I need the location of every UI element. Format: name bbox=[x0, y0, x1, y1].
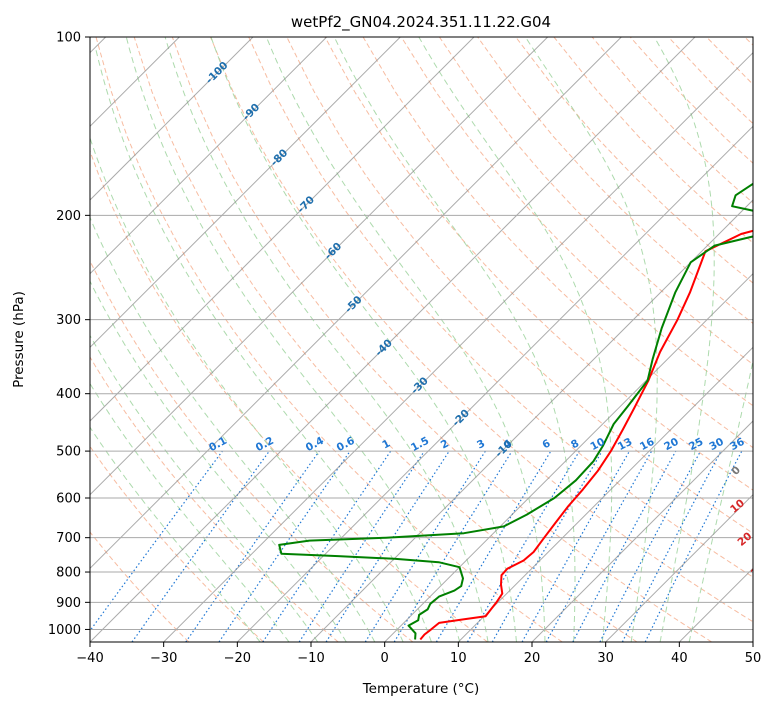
moist-adiabat-line bbox=[418, 37, 613, 642]
dry-adiabat-line bbox=[95, 37, 563, 642]
dry-adiabat-line bbox=[438, 37, 753, 366]
mixing-ratio-line bbox=[572, 450, 677, 642]
mixing-ratio-line bbox=[185, 450, 320, 642]
dry-adiabat-line bbox=[90, 531, 190, 642]
dry-adiabat-line bbox=[90, 149, 488, 642]
dry-adiabat-line bbox=[400, 37, 753, 407]
moist-adiabat-line bbox=[164, 37, 489, 642]
x-tick-label: 50 bbox=[745, 651, 762, 666]
isotherm-line bbox=[310, 199, 753, 642]
mixing-ratio-line bbox=[90, 450, 223, 632]
moist-adiabat-line bbox=[524, 37, 658, 642]
mixing-ratio-line bbox=[545, 450, 653, 642]
x-tick-label: −30 bbox=[150, 651, 177, 666]
isotherm-line bbox=[236, 125, 753, 642]
temperature-profile-line bbox=[419, 229, 753, 641]
y-tick-label: 200 bbox=[56, 209, 81, 224]
y-tick-label: 100 bbox=[56, 31, 81, 46]
x-tick-label: 20 bbox=[524, 651, 541, 666]
dry-adiabat-label: 20 bbox=[736, 530, 755, 549]
mixing-ratio-line bbox=[393, 450, 513, 642]
mixing-ratio-line bbox=[262, 450, 392, 642]
isotherm-line bbox=[384, 272, 753, 642]
isotherm-line bbox=[457, 346, 753, 642]
x-axis-ticks: −40 −30 −20 −10 0 10 20 30 40 50 bbox=[76, 642, 761, 666]
x-tick-label: −10 bbox=[297, 651, 324, 666]
isotherm-line bbox=[90, 37, 328, 275]
isotherm-line bbox=[163, 51, 753, 642]
isotherm-line bbox=[531, 420, 753, 642]
dewpoint-profile-line bbox=[278, 182, 753, 640]
moist-adiabat-line bbox=[125, 37, 461, 642]
x-tick-label: 40 bbox=[671, 651, 688, 666]
isotherm-line bbox=[90, 37, 622, 570]
series-lines bbox=[278, 182, 753, 641]
isotherm-line bbox=[90, 37, 475, 422]
isotherm-line bbox=[90, 37, 401, 349]
isotherm-line bbox=[605, 493, 753, 642]
dry-adiabat-label: 30 bbox=[749, 561, 768, 580]
dry-adiabat-line bbox=[133, 37, 638, 642]
moist-adiabat-line bbox=[265, 37, 546, 642]
isotherm-line bbox=[90, 37, 549, 496]
moist-adiabat-line bbox=[90, 136, 404, 642]
y-tick-label: 1000 bbox=[48, 623, 81, 638]
dry-adiabat-line bbox=[324, 37, 753, 491]
x-tick-label: −20 bbox=[224, 651, 251, 666]
x-tick-label: 10 bbox=[450, 651, 467, 666]
moist-adiabat-line bbox=[333, 37, 576, 642]
background-reference-lines bbox=[90, 37, 753, 642]
isotherm-line bbox=[90, 37, 254, 201]
y-tick-label: 300 bbox=[56, 313, 81, 328]
y-tick-label: 900 bbox=[56, 596, 81, 611]
moist-adiabat-line bbox=[90, 426, 261, 642]
plot-frame bbox=[89, 36, 754, 643]
y-tick-label: 500 bbox=[56, 445, 81, 460]
mixing-ratio-line bbox=[644, 450, 743, 642]
isotherm-line bbox=[90, 37, 696, 642]
moist-adiabat-line bbox=[90, 334, 319, 642]
moist-adiabat-line bbox=[95, 49, 432, 642]
moist-adiabat-line bbox=[210, 37, 517, 642]
x-axis-label: Temperature (°C) bbox=[362, 681, 480, 697]
mixing-ratio-line bbox=[131, 450, 270, 642]
moist-adiabat-line bbox=[90, 280, 347, 642]
x-tick-label: −40 bbox=[76, 651, 103, 666]
y-tick-label: 400 bbox=[56, 387, 81, 402]
dry-adiabat-line bbox=[210, 37, 753, 623]
moist-adiabat-line bbox=[90, 382, 290, 642]
chart-title: wetPf2_GN04.2024.351.11.22.G04 bbox=[291, 13, 551, 32]
y-tick-label: 800 bbox=[56, 566, 81, 581]
mixing-ratio-line bbox=[521, 450, 631, 642]
x-tick-label: 0 bbox=[381, 651, 389, 666]
moist-adiabat-line bbox=[688, 358, 753, 642]
mixing-ratio-line bbox=[325, 450, 450, 642]
y-tick-label: 600 bbox=[56, 492, 81, 507]
dry-adiabat-line bbox=[248, 37, 753, 578]
y-tick-label: 700 bbox=[56, 531, 81, 546]
dry-adiabat-line bbox=[171, 37, 712, 642]
y-axis-ticks: 100 200 300 400 500 600 700 800 900 1000 bbox=[48, 31, 90, 638]
moist-adiabat-line bbox=[90, 216, 376, 642]
x-tick-label: 30 bbox=[597, 651, 614, 666]
dry-adiabat-line bbox=[90, 356, 339, 642]
dry-adiabat-line bbox=[90, 445, 264, 642]
dry-adiabat-line bbox=[515, 37, 753, 284]
grid-lines bbox=[90, 37, 753, 642]
y-axis-label: Pressure (hPa) bbox=[11, 291, 27, 388]
mixing-ratio-line bbox=[298, 450, 425, 642]
moist-adiabat-line bbox=[653, 37, 715, 642]
mixing-ratio-line bbox=[218, 450, 351, 642]
